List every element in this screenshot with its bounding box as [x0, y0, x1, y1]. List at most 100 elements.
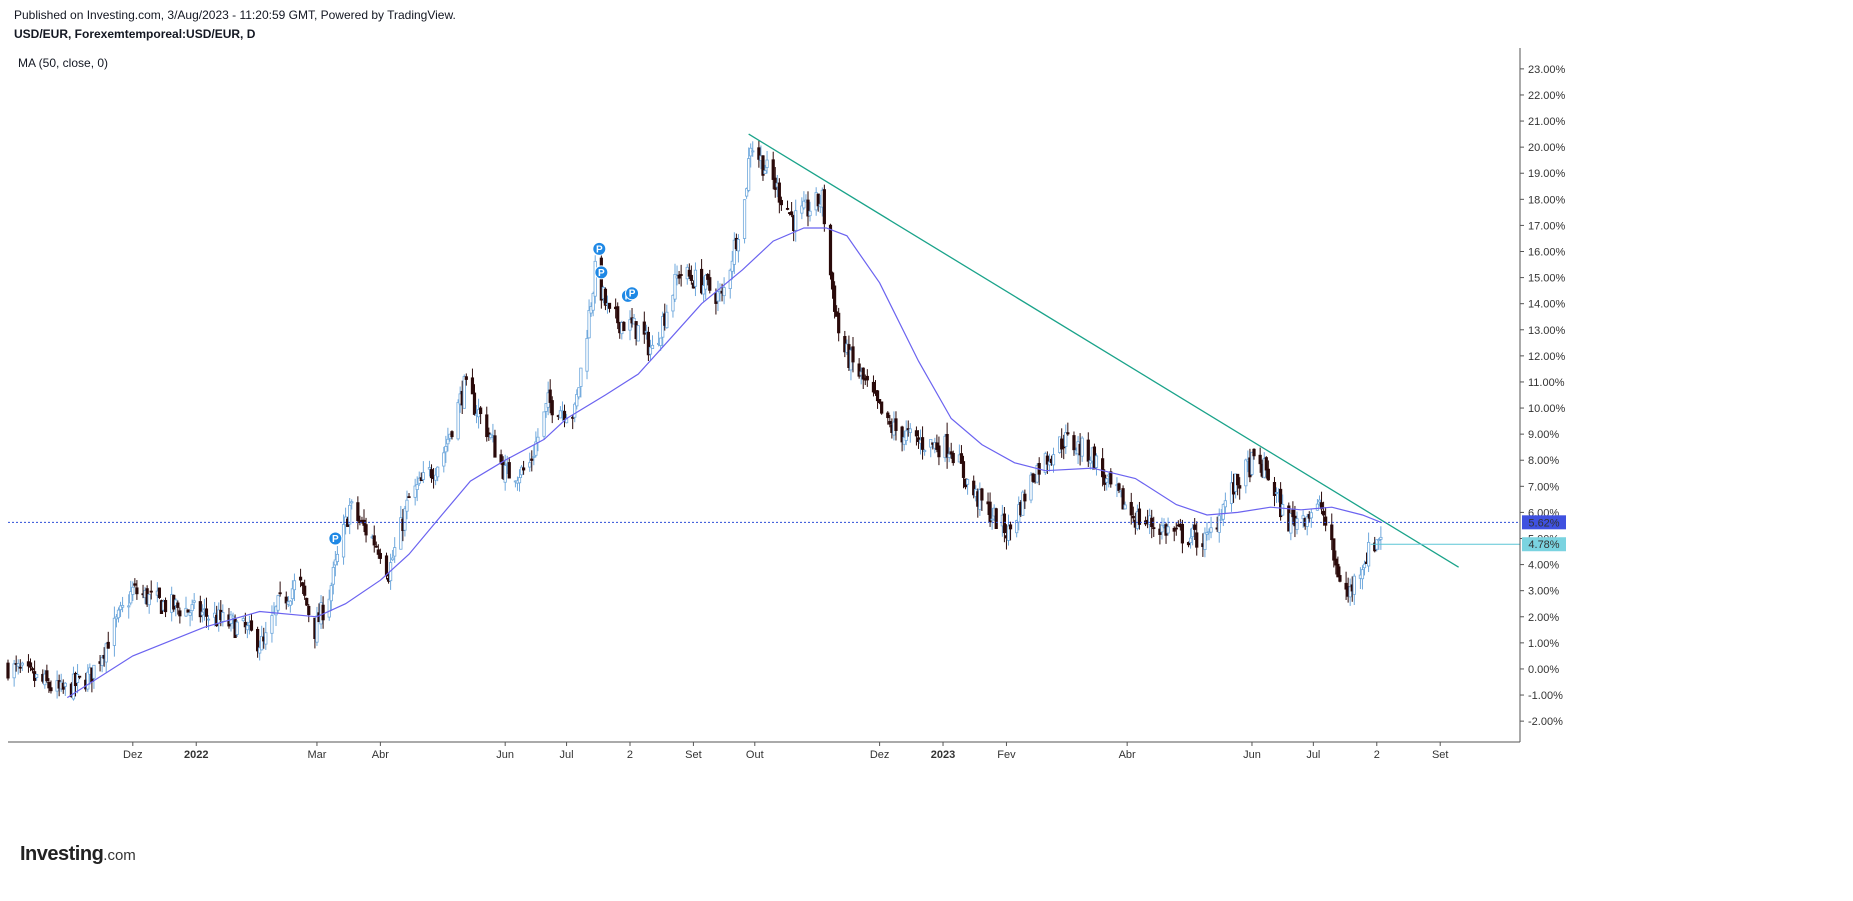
- candle: [1348, 578, 1352, 606]
- candle-body: [937, 445, 941, 458]
- candle-body: [434, 474, 438, 481]
- candle: [190, 599, 194, 621]
- candle-body: [284, 596, 288, 604]
- candle: [532, 445, 536, 466]
- candle: [1088, 456, 1092, 470]
- candle-body: [86, 671, 90, 690]
- candle: [472, 384, 477, 416]
- candle-body: [1086, 439, 1090, 462]
- candle: [487, 427, 491, 441]
- event-marker-label: P: [598, 268, 605, 279]
- candle: [1330, 513, 1334, 551]
- y-tick-label: 19.00%: [1528, 168, 1566, 180]
- candle: [806, 191, 810, 227]
- candle-body: [464, 376, 468, 380]
- candle: [1002, 507, 1007, 543]
- x-tick-label: Jun: [1243, 749, 1261, 761]
- candle-body: [900, 426, 904, 443]
- candle-body: [241, 618, 245, 621]
- candle: [149, 580, 153, 600]
- y-tick-label: 0.00%: [1528, 664, 1559, 676]
- candle: [235, 620, 239, 637]
- candle: [364, 517, 368, 543]
- candle: [49, 680, 53, 694]
- candle: [1129, 492, 1133, 525]
- candle: [716, 280, 720, 312]
- candle-body: [444, 446, 448, 453]
- candle-body: [71, 673, 76, 700]
- candle: [442, 446, 446, 473]
- candle-body: [493, 435, 497, 458]
- candle-body: [736, 239, 741, 252]
- candle: [75, 664, 80, 694]
- candle: [133, 578, 137, 588]
- x-tick-label: Dez: [123, 749, 143, 761]
- candle-body: [687, 269, 691, 277]
- candle-body: [92, 664, 96, 679]
- candle: [1023, 489, 1027, 509]
- candle-body: [20, 662, 24, 666]
- candle: [284, 591, 288, 610]
- candle: [945, 422, 949, 469]
- candle-body: [865, 375, 869, 381]
- candle-body: [321, 604, 325, 621]
- candle: [1238, 477, 1242, 500]
- candle: [571, 415, 575, 430]
- moving-average-line: [66, 227, 1382, 699]
- event-marker[interactable]: P: [594, 265, 609, 280]
- candle: [599, 250, 603, 309]
- x-tick-label: Set: [685, 749, 702, 761]
- candle: [642, 311, 646, 344]
- candle: [517, 469, 522, 492]
- candle: [704, 273, 708, 300]
- candle: [587, 299, 591, 339]
- event-marker-circle[interactable]: [625, 286, 640, 301]
- candle-body: [1336, 563, 1340, 578]
- event-marker-circle[interactable]: [592, 241, 607, 256]
- candle: [421, 461, 425, 484]
- candle-body: [1029, 474, 1033, 501]
- candle: [1109, 468, 1113, 488]
- candle-body: [704, 274, 708, 290]
- candle: [434, 467, 438, 486]
- candle: [757, 140, 761, 168]
- event-marker[interactable]: P: [625, 286, 640, 301]
- candle-body: [6, 662, 10, 679]
- candle: [542, 411, 546, 440]
- candle: [1062, 434, 1066, 460]
- candle-body: [851, 346, 855, 363]
- candle: [92, 664, 96, 689]
- event-marker-circle[interactable]: [594, 265, 609, 280]
- candle: [1250, 451, 1254, 477]
- y-tick-label: 7.00%: [1528, 481, 1559, 493]
- candle: [959, 445, 964, 464]
- candle: [1029, 472, 1033, 504]
- candle-body: [1062, 445, 1066, 449]
- event-marker[interactable]: P: [592, 241, 607, 256]
- ma-indicator-label[interactable]: MA (50, close, 0): [18, 56, 109, 70]
- candle-body: [1244, 459, 1248, 487]
- candle: [1203, 527, 1207, 558]
- candle-body: [28, 662, 33, 668]
- x-tick-label: Set: [1432, 749, 1449, 761]
- candle-body: [1366, 541, 1371, 567]
- candle-body: [1379, 536, 1383, 540]
- candle: [673, 263, 677, 302]
- event-marker[interactable]: P: [328, 531, 343, 546]
- candle: [761, 155, 765, 181]
- candle: [356, 496, 360, 530]
- event-marker-circle[interactable]: [328, 531, 343, 546]
- x-tick-label: Fev: [997, 749, 1016, 761]
- candle: [923, 448, 927, 456]
- y-tick-label: 15.00%: [1528, 273, 1566, 285]
- candle-body: [785, 207, 790, 210]
- candle: [785, 200, 790, 211]
- candle: [794, 199, 798, 242]
- candle: [1086, 432, 1090, 467]
- candle: [163, 597, 168, 618]
- event-marker-label: P: [596, 244, 603, 255]
- candle-body: [1360, 569, 1365, 580]
- trendline[interactable]: [748, 133, 1459, 568]
- candle: [1072, 431, 1076, 456]
